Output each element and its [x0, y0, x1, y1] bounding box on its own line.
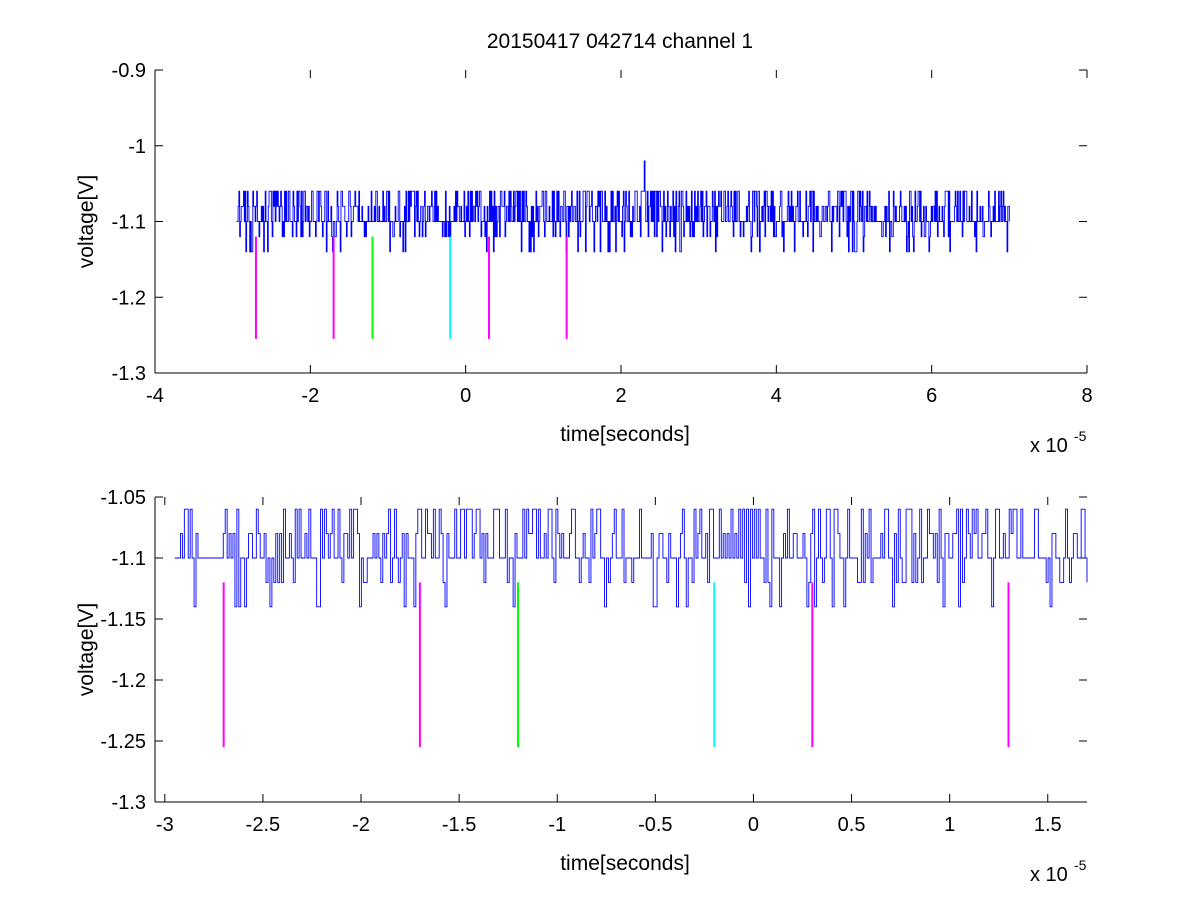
x-tick-label: 1: [944, 814, 955, 836]
x-tick-label: -3: [156, 814, 174, 836]
x-multiplier-label: x 10: [1030, 435, 1068, 457]
x-axis-label: time[seconds]: [560, 852, 690, 875]
y-tick-label: -1: [128, 136, 146, 158]
top-axes: -4 -2 0 2 4 6 8 -1.3 -1.2 -1.1 -1 -0.9 time[seconds]…: [75, 60, 1093, 457]
y-axis-label: voltage[V]: [75, 175, 98, 268]
x-tick-label: -0.5: [638, 814, 672, 836]
x-tick-label: 0.5: [838, 814, 866, 836]
x-multiplier-label: x 10: [1030, 864, 1068, 886]
y-tick-label: -1.1: [112, 212, 146, 234]
x-tick-label: -1: [548, 814, 566, 836]
x-tick-label: 4: [771, 385, 782, 407]
signal-trace: [174, 508, 1088, 608]
x-multiplier-exponent: -5: [1074, 857, 1087, 873]
y-tick-label: -1.3: [112, 792, 146, 814]
y-tick-label: -1.25: [100, 731, 146, 753]
y-axis-label: voltage[V]: [75, 603, 98, 696]
x-tick-label: 0: [748, 814, 759, 836]
x-tick-label: -2: [352, 814, 370, 836]
x-tick-label: 1.5: [1034, 814, 1062, 836]
x-tick-label: -2: [301, 385, 319, 407]
x-tick-label: 2: [615, 385, 626, 407]
y-tick-label: -1.05: [100, 487, 146, 509]
x-axis-label: time[seconds]: [560, 423, 690, 446]
x-tick-label: -2.5: [246, 814, 280, 836]
y-tick-label: -1.2: [112, 287, 146, 309]
figure-title: 20150417 042714 channel 1: [487, 30, 753, 53]
signal-trace: [236, 160, 1010, 253]
x-tick-label: 0: [460, 385, 471, 407]
y-tick-label: -0.9: [112, 60, 146, 82]
x-tick-label: 6: [926, 385, 937, 407]
x-tick-label: -4: [146, 385, 164, 407]
y-tick-label: -1.3: [112, 363, 146, 385]
y-tick-label: -1.15: [100, 609, 146, 631]
x-tick-label: -1.5: [442, 814, 476, 836]
x-tick-label: 8: [1081, 385, 1092, 407]
x-multiplier-exponent: -5: [1074, 428, 1087, 444]
y-tick-label: -1.2: [112, 670, 146, 692]
bottom-axes: -3 -2.5 -2 -1.5 -1 -0.5 0 0.5 1 1.5 -1.3 -1.25 -1.2 -…: [75, 487, 1088, 886]
y-tick-label: -1.1: [112, 548, 146, 570]
